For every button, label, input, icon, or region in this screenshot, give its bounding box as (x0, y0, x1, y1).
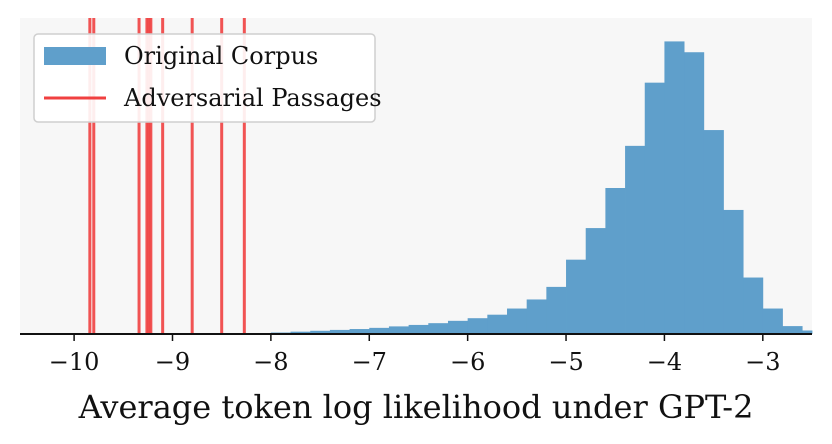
histogram-bar (723, 209, 744, 334)
histogram-bar (546, 286, 567, 334)
histogram-bar (782, 326, 803, 334)
x-tick-label: −4 (647, 348, 682, 376)
histogram-bar (703, 130, 724, 334)
x-axis-title: Average token log likelihood under GPT-2 (78, 388, 754, 426)
histogram-bar (487, 314, 508, 334)
histogram-bar (585, 228, 606, 334)
histogram-bar (684, 52, 705, 334)
histogram-bar (526, 299, 547, 334)
histogram-bar (625, 145, 646, 334)
x-tick-label: −10 (49, 348, 100, 376)
legend-box (33, 33, 376, 123)
histogram-bar (566, 259, 587, 334)
histogram-bar (762, 308, 783, 334)
histogram-bar (605, 188, 626, 334)
x-axis-ticks: −10 −9 −8 −7 −6 −5 −4 −3 (49, 334, 781, 376)
histogram-bars (251, 41, 813, 334)
histogram-bar (428, 323, 449, 334)
x-tick-label: −7 (352, 348, 387, 376)
x-tick-label: −9 (155, 348, 190, 376)
legend: Original Corpus Adversarial Passages (33, 33, 382, 123)
legend-label-original: Original Corpus (124, 42, 318, 70)
histogram-bar (743, 277, 764, 334)
histogram-bar (664, 41, 685, 334)
x-tick-label: −5 (548, 348, 583, 376)
histogram-bar (644, 82, 665, 334)
x-tick-label: −8 (253, 348, 288, 376)
histogram-bar (802, 330, 813, 334)
histogram-bar (447, 320, 469, 334)
histogram-bar (329, 329, 350, 334)
histogram-bar (369, 327, 390, 334)
histogram-bar (290, 331, 311, 334)
x-tick-label: −3 (745, 348, 780, 376)
histogram-bar (388, 326, 410, 334)
histogram-bar (467, 318, 488, 334)
legend-label-adversarial: Adversarial Passages (123, 84, 382, 112)
histogram-bar (349, 329, 370, 334)
histogram-bar (310, 330, 331, 334)
x-tick-label: −6 (450, 348, 485, 376)
histogram-bar (507, 308, 528, 334)
histogram-bar (408, 324, 429, 334)
legend-swatch-original (44, 47, 106, 65)
